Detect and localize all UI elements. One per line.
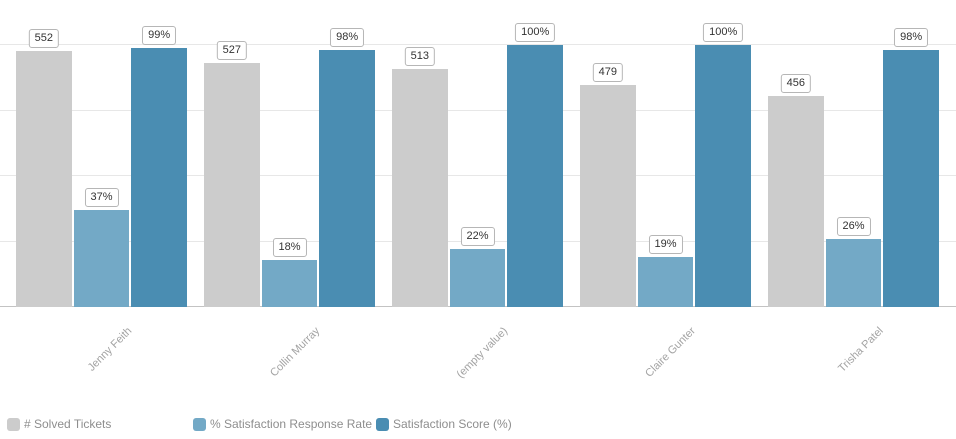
bar-satisfaction-response-rate-trisha-patel[interactable]: 26% — [825, 216, 882, 307]
bar-group-empty-value: 513 22% 100% — [392, 23, 564, 307]
legend-item-satisfaction-score[interactable]: Satisfaction Score (%) — [376, 417, 512, 431]
gridline — [0, 44, 956, 45]
value-label: 19% — [648, 235, 683, 255]
bar-satisfaction-score-trisha-patel[interactable]: 98% — [883, 28, 940, 307]
legend: # Solved Tickets % Satisfaction Response … — [0, 417, 956, 433]
x-axis-label-text: Claire Gunter — [643, 325, 698, 380]
bar-satisfaction-response-rate-claire-gunter[interactable]: 19% — [637, 235, 694, 307]
bar-satisfaction-score-collin-murray[interactable]: 98% — [319, 28, 376, 307]
bar-groups: 552 37% 99% 527 18% 98% 513 22% 100% 479 19% 100% 45… — [16, 23, 940, 307]
bar-solved-tickets-empty-value[interactable]: 513 — [392, 47, 448, 307]
value-label: 456 — [780, 73, 812, 93]
value-label: 552 — [28, 29, 60, 48]
bar-group-collin-murray: 527 18% 98% — [204, 28, 376, 307]
value-label: 98% — [894, 28, 929, 48]
bar-satisfaction-score-empty-value[interactable]: 100% — [507, 23, 564, 307]
value-label: 100% — [703, 23, 744, 42]
value-label: 527 — [216, 40, 248, 60]
value-label: 99% — [142, 25, 177, 45]
gridline — [0, 175, 956, 176]
gridline — [0, 109, 956, 111]
bar-satisfaction-response-rate-empty-value[interactable]: 22% — [449, 227, 506, 307]
value-label: 37% — [84, 188, 119, 208]
value-label: 26% — [836, 216, 871, 236]
x-axis-label-text: Jenny Feith — [85, 325, 134, 374]
legend-label: # Solved Tickets — [24, 417, 112, 431]
value-label: 22% — [460, 227, 495, 247]
value-label: 513 — [404, 47, 436, 67]
legend-swatch — [376, 417, 389, 431]
value-label: 100% — [515, 23, 556, 42]
value-label: 18% — [272, 237, 307, 257]
bar-solved-tickets-claire-gunter[interactable]: 479 — [580, 62, 636, 307]
bar-group-jenny-feith: 552 37% 99% — [16, 25, 188, 307]
x-axis-label-text: Trisha Patel — [836, 325, 886, 375]
value-label: 98% — [330, 28, 365, 48]
x-axis-label-text: Collin Murray — [267, 325, 322, 380]
legend-item-solved-tickets[interactable]: # Solved Tickets — [7, 417, 111, 431]
x-axis-label-text: (empty value) — [454, 325, 510, 381]
bar-group-trisha-patel: 456 26% 98% — [768, 28, 940, 307]
legend-swatch — [7, 417, 20, 431]
plot-area: 552 37% 99% 527 18% 98% 513 22% 100% 479 19% 100% 45… — [0, 23, 956, 307]
bar-solved-tickets-collin-murray[interactable]: 527 — [204, 40, 260, 307]
legend-label: Satisfaction Score (%) — [393, 417, 512, 431]
bar-group-claire-gunter: 479 19% 100% — [580, 23, 752, 307]
legend-item-satisfaction-response-rate[interactable]: % Satisfaction Response Rate — [193, 417, 372, 431]
value-label: 479 — [592, 62, 624, 82]
x-axis-labels: Jenny Feith Collin Murray (empty value) Cla… — [16, 325, 939, 405]
bar-solved-tickets-trisha-patel[interactable]: 456 — [768, 73, 824, 307]
bar-satisfaction-score-jenny-feith[interactable]: 99% — [131, 25, 188, 307]
legend-label: % Satisfaction Response Rate — [210, 417, 373, 431]
bar-solved-tickets-jenny-feith[interactable]: 552 — [16, 29, 72, 307]
bar-satisfaction-response-rate-collin-murray[interactable]: 18% — [261, 237, 318, 307]
legend-swatch — [193, 417, 206, 431]
bar-satisfaction-score-claire-gunter[interactable]: 100% — [695, 23, 752, 307]
bar-satisfaction-response-rate-jenny-feith[interactable]: 37% — [73, 188, 130, 307]
